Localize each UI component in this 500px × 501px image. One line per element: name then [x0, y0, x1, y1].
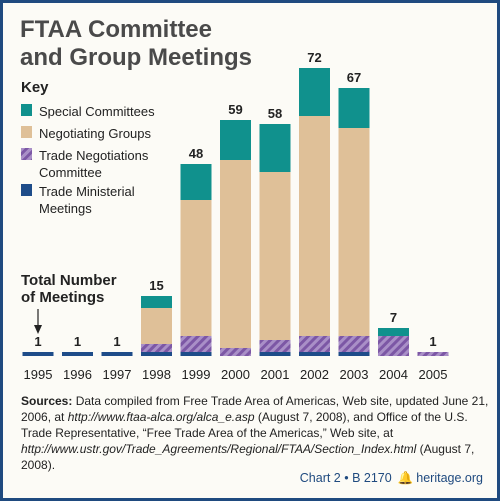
bar-1999-special-committees — [180, 164, 212, 200]
total-label-2001: 58 — [268, 106, 282, 121]
bar-1999-trade-ministerial-meetings — [180, 352, 212, 356]
total-meetings-label: Total Number of Meetings — [21, 272, 117, 306]
x-tick-1998: 1998 — [142, 367, 171, 382]
x-tick-1995: 1995 — [24, 367, 53, 382]
title-line-1: FTAA Committee — [20, 16, 212, 43]
total-label-2004: 7 — [390, 310, 397, 325]
total-label-2002: 72 — [307, 50, 321, 65]
legend-key-label: Key — [21, 79, 49, 96]
bar-2001-trade-negotiations-committee — [259, 340, 291, 352]
bar-2001-special-committees — [259, 124, 291, 172]
x-tick-2003: 2003 — [340, 367, 369, 382]
bar-2002-trade-negotiations-committee — [299, 336, 330, 352]
chart-footer: Chart 2 • B 2170 🔔 heritage.org — [300, 471, 483, 486]
total-arrow — [34, 309, 42, 334]
bar-2002-special-committees — [299, 68, 330, 116]
liberty-bell-icon: 🔔 — [397, 471, 414, 485]
legend-label: Trade Negotiations Committee — [39, 148, 149, 180]
legend-label: Trade Ministerial Meetings — [39, 184, 135, 216]
title-line-2: and Group Meetings — [20, 44, 253, 71]
x-tick-2002: 2002 — [300, 367, 329, 382]
sources-text-2: (August 7, 2008), and Office of the U.S.… — [21, 410, 468, 440]
sources-note: Sources: Data compiled from Free Trade A… — [21, 393, 491, 473]
bar-2005-trade-negotiations-committee — [417, 352, 449, 356]
legend-swatch — [21, 104, 32, 116]
legend-label: Negotiating Groups — [39, 126, 152, 141]
bar-1998-trade-negotiations-committee — [141, 344, 172, 352]
legend-swatch — [21, 126, 32, 138]
total-label-1997: 1 — [113, 334, 120, 349]
legend-label: Special Committees — [39, 104, 155, 119]
bar-2001-negotiating-groups — [259, 172, 291, 340]
x-tick-2000: 2000 — [221, 367, 250, 382]
sources-text-3: (August 7, 2008). — [21, 442, 475, 472]
total-label-1996: 1 — [74, 334, 81, 349]
bar-chart: 1 1995 1 1996 1 1997 15 1998 48 1999 59 2000 58 2001 7… — [22, 50, 449, 382]
total-label-2005: 1 — [429, 334, 436, 349]
bar-2003-trade-ministerial-meetings — [338, 352, 370, 356]
bar-2003-trade-negotiations-committee — [338, 336, 370, 352]
x-tick-1997: 1997 — [103, 367, 132, 382]
total-label-2003: 67 — [347, 70, 361, 85]
sources-lead: Sources: — [21, 394, 73, 408]
x-tick-2001: 2001 — [261, 367, 290, 382]
bar-1998-special-committees — [141, 296, 172, 308]
bar-2000-special-committees — [220, 120, 251, 160]
legend-swatch — [21, 184, 32, 196]
bar-1999-trade-negotiations-committee — [180, 336, 212, 352]
x-tick-1999: 1999 — [182, 367, 211, 382]
chart-title: FTAA Committee and Group Meetings — [20, 16, 380, 72]
bar-2003-special-committees — [338, 88, 370, 128]
bar-2004-trade-negotiations-committee — [378, 336, 409, 356]
legend-swatch — [21, 148, 32, 160]
bar-1997-trade-ministerial-meetings — [101, 352, 133, 356]
x-tick-2004: 2004 — [379, 367, 408, 382]
total-label-1999: 48 — [189, 146, 203, 161]
sources-url-2: http://www.ustr.gov/Trade_Agreements/Reg… — [21, 442, 417, 456]
bar-1998-trade-ministerial-meetings — [141, 352, 172, 356]
sources-text-1: Data compiled from Free Trade Area of Am… — [21, 394, 489, 424]
bar-2001-trade-ministerial-meetings — [259, 352, 291, 356]
bar-2002-negotiating-groups — [299, 116, 330, 336]
chart-id: Chart 2 • B 2170 — [299, 471, 392, 485]
sources-url-1: http://www.ftaa-alca.org/alca_e.asp — [67, 410, 255, 424]
bar-1998-negotiating-groups — [141, 308, 172, 344]
total-label-1998: 15 — [149, 278, 163, 293]
total-label-1995: 1 — [34, 334, 41, 349]
bar-2004-special-committees — [378, 328, 409, 336]
bar-2002-trade-ministerial-meetings — [299, 352, 330, 356]
bar-1995-trade-ministerial-meetings — [22, 352, 54, 356]
bar-1996-trade-ministerial-meetings — [62, 352, 93, 356]
site-name: heritage.org — [416, 471, 483, 485]
bar-2000-negotiating-groups — [220, 160, 251, 348]
total-label-2000: 59 — [228, 102, 242, 117]
bar-2000-trade-negotiations-committee — [220, 348, 251, 356]
x-tick-2005: 2005 — [419, 367, 448, 382]
x-tick-1996: 1996 — [63, 367, 92, 382]
bar-2003-negotiating-groups — [338, 128, 370, 336]
bar-1999-negotiating-groups — [180, 200, 212, 336]
